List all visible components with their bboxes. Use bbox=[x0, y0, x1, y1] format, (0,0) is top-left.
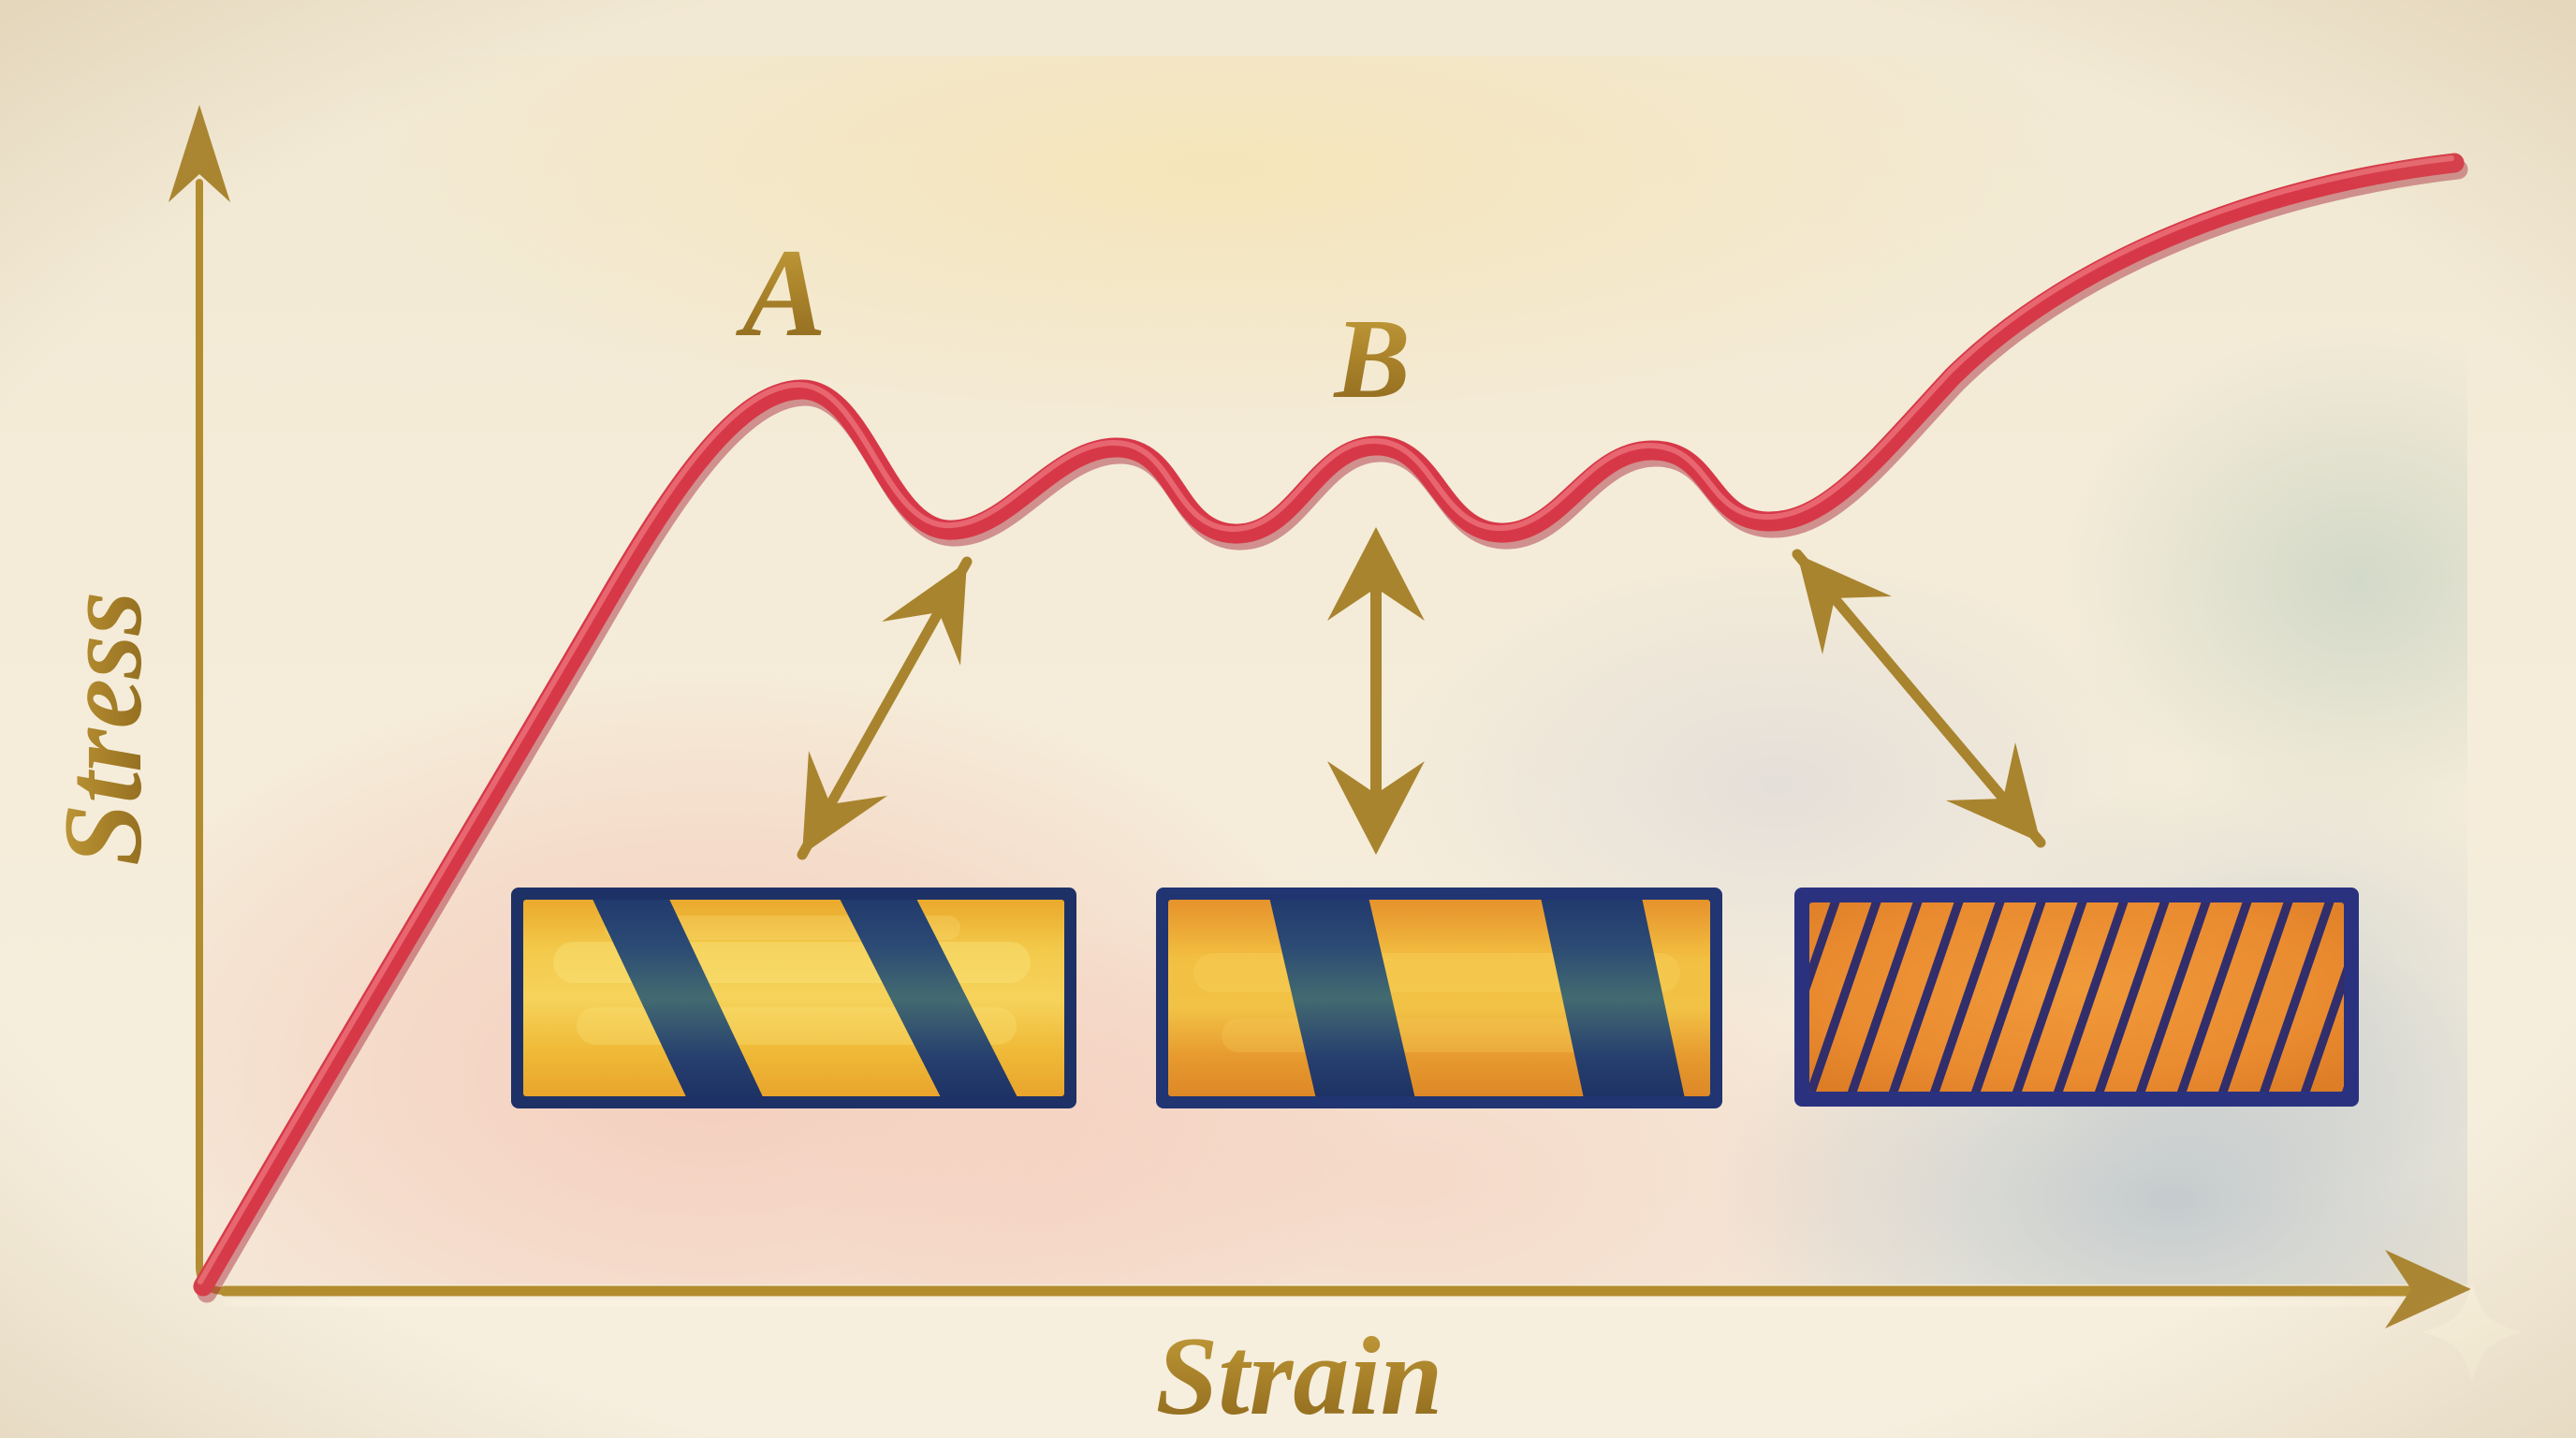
label-point-b: B bbox=[1332, 296, 1410, 422]
specimen-2-propagating-bands bbox=[1156, 888, 1722, 1108]
specimen-3-hatch-fill bbox=[1809, 902, 2344, 1092]
specimen-3-fully-hatched bbox=[1794, 888, 2359, 1107]
specimen-1-initial-band bbox=[511, 888, 1076, 1108]
y-axis-label: Stress bbox=[40, 592, 165, 866]
x-axis-label: Strain bbox=[1156, 1313, 1443, 1438]
label-point-a: A bbox=[736, 224, 827, 363]
